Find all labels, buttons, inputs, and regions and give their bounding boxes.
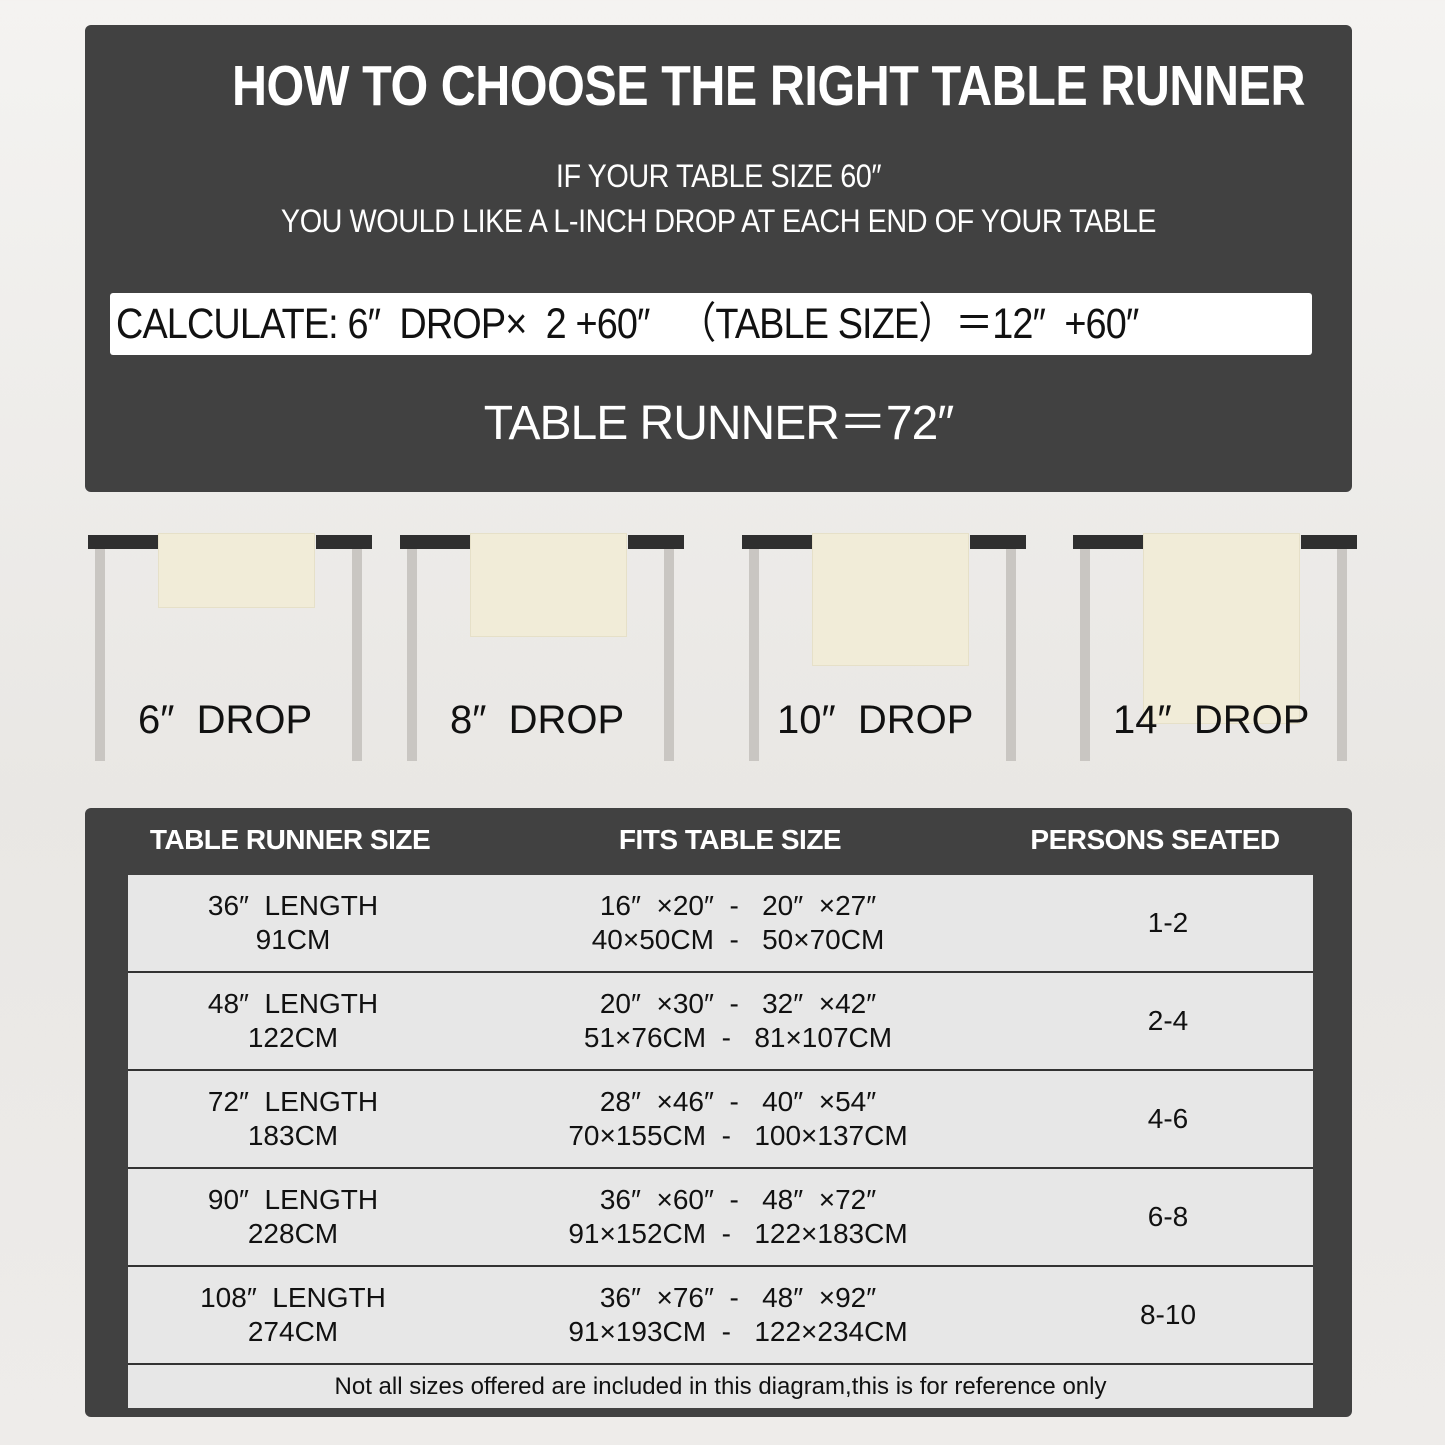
table-leg	[407, 549, 417, 761]
persons-seated: 2-4	[1147, 1005, 1189, 1036]
footnote: Not all sizes offered are included in th…	[334, 1373, 1107, 1400]
fits-cm: 91×152CM - 122×183CM	[568, 1218, 908, 1249]
table-row: 36″ LENGTH 91CM 16″ ×20″ - 20″ ×27″ 40×50C…	[128, 875, 1313, 973]
drop-diagram: 8″ DROP	[400, 533, 684, 763]
runner-size-cell: 36″ LENGTH 91CM	[168, 875, 418, 971]
runner-drop	[812, 533, 969, 666]
table-leg	[1080, 549, 1090, 761]
fits-table-cell: 20″ ×30″ - 32″ ×42″ 51×76CM - 81×107CM	[508, 973, 968, 1069]
runner-size-cell: 48″ LENGTH 122CM	[168, 973, 418, 1069]
drop-diagram: 14″ DROP	[1073, 533, 1357, 763]
fits-inches: 36″ ×76″ - 48″ ×92″	[599, 1282, 877, 1313]
size-inches: 48″ LENGTH	[207, 988, 379, 1019]
table-top	[970, 535, 1026, 549]
size-inches: 72″ LENGTH	[207, 1086, 379, 1117]
header-runner-size: TABLE RUNNER SIZE	[149, 824, 431, 855]
runner-drop	[1143, 533, 1300, 724]
page-title: HOW TO CHOOSE THE RIGHT TABLE RUNNER	[231, 54, 1306, 118]
table-top	[742, 535, 812, 549]
calculation-box: CALCULATE: 6″ DROP× 2 +60″ （TABLE SIZE）＝…	[110, 293, 1312, 355]
table-leg	[95, 549, 105, 761]
fits-table-cell: 36″ ×60″ - 48″ ×72″ 91×152CM - 122×183CM	[508, 1169, 968, 1265]
drop-label: 10″ DROP	[777, 698, 974, 742]
header-persons-seated: PERSONS SEATED	[1030, 824, 1280, 855]
runner-size-cell: 72″ LENGTH 183CM	[168, 1071, 418, 1167]
calculation-result: TABLE RUNNER＝72″	[483, 397, 955, 450]
header-fits-table-size: FITS TABLE SIZE	[618, 824, 842, 855]
intro-line-1: IF YOUR TABLE SIZE 60″	[555, 158, 882, 194]
table-top	[316, 535, 372, 549]
fits-cm: 40×50CM - 50×70CM	[591, 924, 885, 955]
fits-cm: 91×193CM - 122×234CM	[568, 1316, 908, 1347]
size-cm: 183CM	[247, 1120, 339, 1151]
size-cm: 91CM	[255, 924, 331, 955]
table-top	[1301, 535, 1357, 549]
runner-size-cell: 108″ LENGTH 274CM	[168, 1267, 418, 1363]
size-inches: 108″ LENGTH	[200, 1282, 386, 1313]
persons-seated: 8-10	[1139, 1299, 1197, 1330]
fits-table-cell: 16″ ×20″ - 20″ ×27″ 40×50CM - 50×70CM	[508, 875, 968, 971]
persons-cell: 2-4	[1088, 973, 1248, 1069]
persons-cell: 1-2	[1088, 875, 1248, 971]
drop-diagram: 10″ DROP	[742, 533, 1026, 763]
table-row: 90″ LENGTH 228CM 36″ ×60″ - 48″ ×72″ 91×15…	[128, 1169, 1313, 1267]
table-leg	[1006, 549, 1016, 761]
runner-drop	[158, 533, 315, 608]
table-leg	[664, 549, 674, 761]
fits-inches: 20″ ×30″ - 32″ ×42″	[599, 988, 877, 1019]
drop-diagram: 6″ DROP	[88, 533, 372, 763]
fits-table-cell: 36″ ×76″ - 48″ ×92″ 91×193CM - 122×234CM	[508, 1267, 968, 1363]
fits-cm: 51×76CM - 81×107CM	[583, 1022, 893, 1053]
size-inches: 90″ LENGTH	[207, 1184, 379, 1215]
fits-inches: 16″ ×20″ - 20″ ×27″	[599, 890, 877, 921]
calculation-formula: CALCULATE: 6″ DROP× 2 +60″ （TABLE SIZE）＝…	[116, 300, 1139, 348]
drop-label: 6″ DROP	[138, 698, 313, 742]
table-top	[88, 535, 158, 549]
calculation-panel: HOW TO CHOOSE THE RIGHT TABLE RUNNER IF …	[85, 25, 1352, 492]
runner-drop	[470, 533, 627, 637]
persons-seated: 6-8	[1147, 1201, 1189, 1232]
drop-label: 8″ DROP	[450, 698, 625, 742]
fits-cm: 70×155CM - 100×137CM	[568, 1120, 908, 1151]
persons-seated: 1-2	[1147, 907, 1189, 938]
size-cm: 228CM	[247, 1218, 339, 1249]
fits-inches: 36″ ×60″ - 48″ ×72″	[599, 1184, 877, 1215]
table-row: 72″ LENGTH 183CM 28″ ×46″ - 40″ ×54″ 70×15…	[128, 1071, 1313, 1169]
size-chart-panel: TABLE RUNNER SIZE FITS TABLE SIZE PERSON…	[85, 808, 1352, 1417]
persons-cell: 8-10	[1088, 1267, 1248, 1363]
table-leg	[749, 549, 759, 761]
drop-label: 14″ DROP	[1113, 698, 1310, 742]
persons-seated: 4-6	[1147, 1103, 1189, 1134]
size-table: Not all sizes offered are included in th…	[128, 875, 1313, 1408]
size-cm: 122CM	[247, 1022, 339, 1053]
persons-cell: 4-6	[1088, 1071, 1248, 1167]
persons-cell: 6-8	[1088, 1169, 1248, 1265]
table-top	[400, 535, 470, 549]
table-row: 48″ LENGTH 122CM 20″ ×30″ - 32″ ×42″ 51×76…	[128, 973, 1313, 1071]
table-top	[1073, 535, 1143, 549]
table-top	[628, 535, 684, 549]
table-leg	[1337, 549, 1347, 761]
fits-inches: 28″ ×46″ - 40″ ×54″	[599, 1086, 877, 1117]
table-row: 108″ LENGTH 274CM 36″ ×76″ - 48″ ×92″ 91×1…	[128, 1267, 1313, 1365]
size-cm: 274CM	[247, 1316, 339, 1347]
size-inches: 36″ LENGTH	[207, 890, 379, 921]
runner-size-cell: 90″ LENGTH 228CM	[168, 1169, 418, 1265]
table-leg	[352, 549, 362, 761]
fits-table-cell: 28″ ×46″ - 40″ ×54″ 70×155CM - 100×137CM	[508, 1071, 968, 1167]
intro-line-2: YOU WOULD LIKE A L-INCH DROP AT EACH END…	[280, 203, 1157, 239]
